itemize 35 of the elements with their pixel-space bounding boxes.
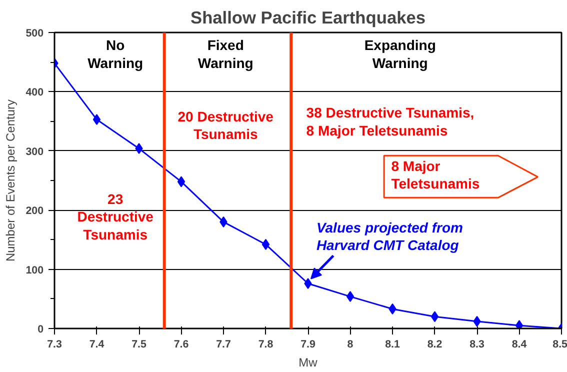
annotation: Values projected from Harvard CMT Catalog <box>316 220 463 254</box>
x-tick-label: 8.3 <box>470 338 484 350</box>
x-tick-label: 7.3 <box>47 338 62 350</box>
point <box>262 238 270 250</box>
annotation: 20 Destructive Tsunamis <box>178 108 274 142</box>
x-tick-label: 8 <box>347 338 354 350</box>
y-tick-label: 200 <box>26 205 44 218</box>
point <box>92 114 101 126</box>
annotation: 38 Destructive Tsunamis, 8 Major Teletsunamis <box>306 104 474 138</box>
x-tick-label: 7.6 <box>174 338 189 350</box>
point <box>430 311 439 322</box>
x-tick-label: 8.4 <box>512 338 527 350</box>
x-tick-label: 7.8 <box>258 338 274 350</box>
point <box>177 176 186 188</box>
annotation: 8 Major Teletsunamis <box>391 158 480 192</box>
x-tick-label: 8.2 <box>427 338 442 350</box>
x-tick-label: 8.1 <box>385 338 400 350</box>
annotation: No Warning <box>88 37 144 71</box>
point <box>346 291 354 302</box>
x-tick-label: 8.5 <box>552 338 567 350</box>
y-tick-label: 0 <box>38 324 44 336</box>
x-axis-title: Mw <box>298 356 318 370</box>
y-axis-title: Number of Events per Century <box>4 99 18 262</box>
chart-title: Shallow Pacific Earthquakes <box>190 8 426 28</box>
annotation: 23 Destructive Tsunamis <box>77 191 154 242</box>
annotation: Expanding Warning <box>364 37 436 71</box>
y-tick-label: 400 <box>26 86 44 99</box>
annotation: Fixed Warning <box>198 37 254 71</box>
x-tick-label: 7.5 <box>132 338 146 350</box>
y-tick-label: 100 <box>26 264 44 276</box>
x-tick-label: 7.4 <box>89 338 104 350</box>
y-tick-label: 500 <box>26 28 44 40</box>
y-tick-label: 300 <box>26 146 44 158</box>
x-tick-label: 7.7 <box>216 338 231 350</box>
x-tick-label: 7.9 <box>300 338 316 350</box>
